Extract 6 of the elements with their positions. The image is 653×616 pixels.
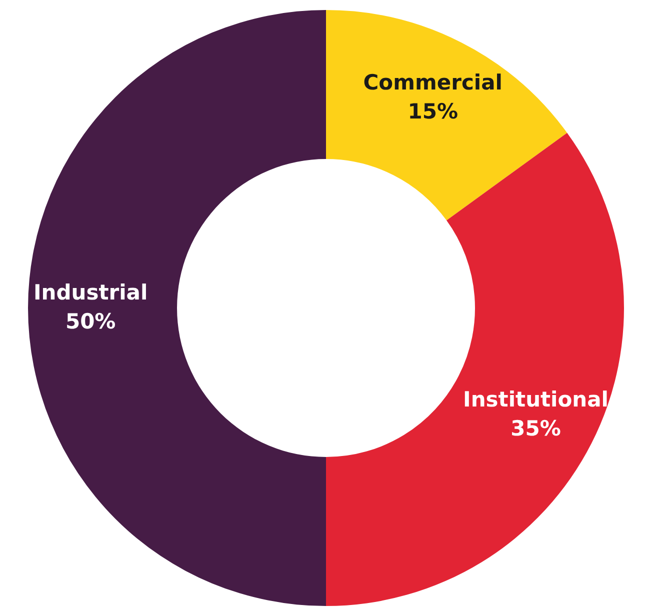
slice-label: Institutional bbox=[463, 387, 609, 412]
data-label: 15% bbox=[408, 100, 458, 124]
slice-label: Commercial bbox=[363, 70, 502, 95]
data-label: 50% bbox=[65, 309, 116, 334]
data-label: 35% bbox=[510, 416, 561, 440]
slice-label: Industrial bbox=[33, 280, 148, 304]
